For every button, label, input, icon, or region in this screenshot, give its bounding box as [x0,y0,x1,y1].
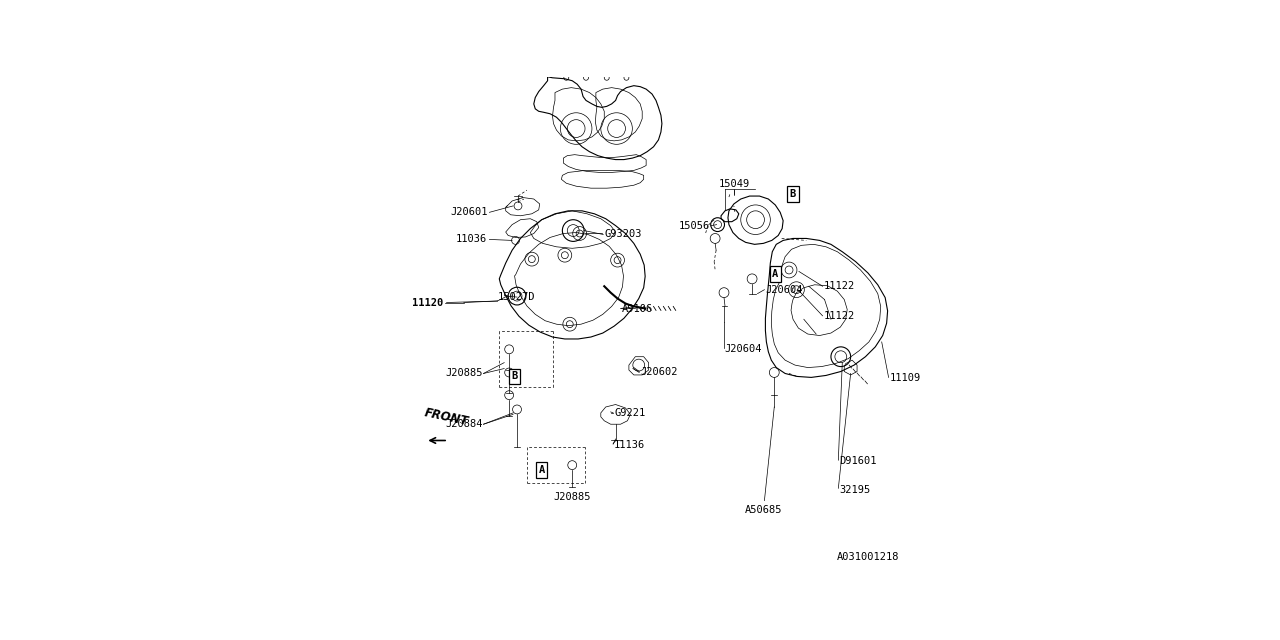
Text: 32195: 32195 [840,484,870,495]
Text: J20885: J20885 [553,492,591,502]
Text: J20884: J20884 [445,419,483,429]
Text: 11136: 11136 [614,440,645,450]
Text: A031001218: A031001218 [836,552,899,562]
Text: D91601: D91601 [840,456,877,466]
Text: A50685: A50685 [745,504,782,515]
Text: 15049: 15049 [718,179,750,189]
Text: G93203: G93203 [604,230,641,239]
Text: 11109: 11109 [890,373,922,383]
Text: B: B [512,371,517,381]
Text: G9221: G9221 [614,408,645,418]
Text: A: A [772,269,778,279]
Text: J20602: J20602 [640,367,677,378]
Text: 11036: 11036 [456,234,488,244]
Text: J20604: J20604 [765,285,803,294]
Text: FRONT: FRONT [424,406,470,429]
Text: B: B [790,189,796,199]
Text: J20604: J20604 [724,344,762,354]
Text: A: A [539,465,545,475]
Text: 15027D: 15027D [498,292,535,302]
Text: 15056: 15056 [678,221,710,230]
Text: 11122: 11122 [823,281,855,291]
Text: 11120: 11120 [412,298,443,307]
Text: J20885: J20885 [445,369,483,378]
Text: J20601: J20601 [451,207,488,218]
Text: A9106: A9106 [622,305,653,314]
Text: 11122: 11122 [823,311,855,321]
